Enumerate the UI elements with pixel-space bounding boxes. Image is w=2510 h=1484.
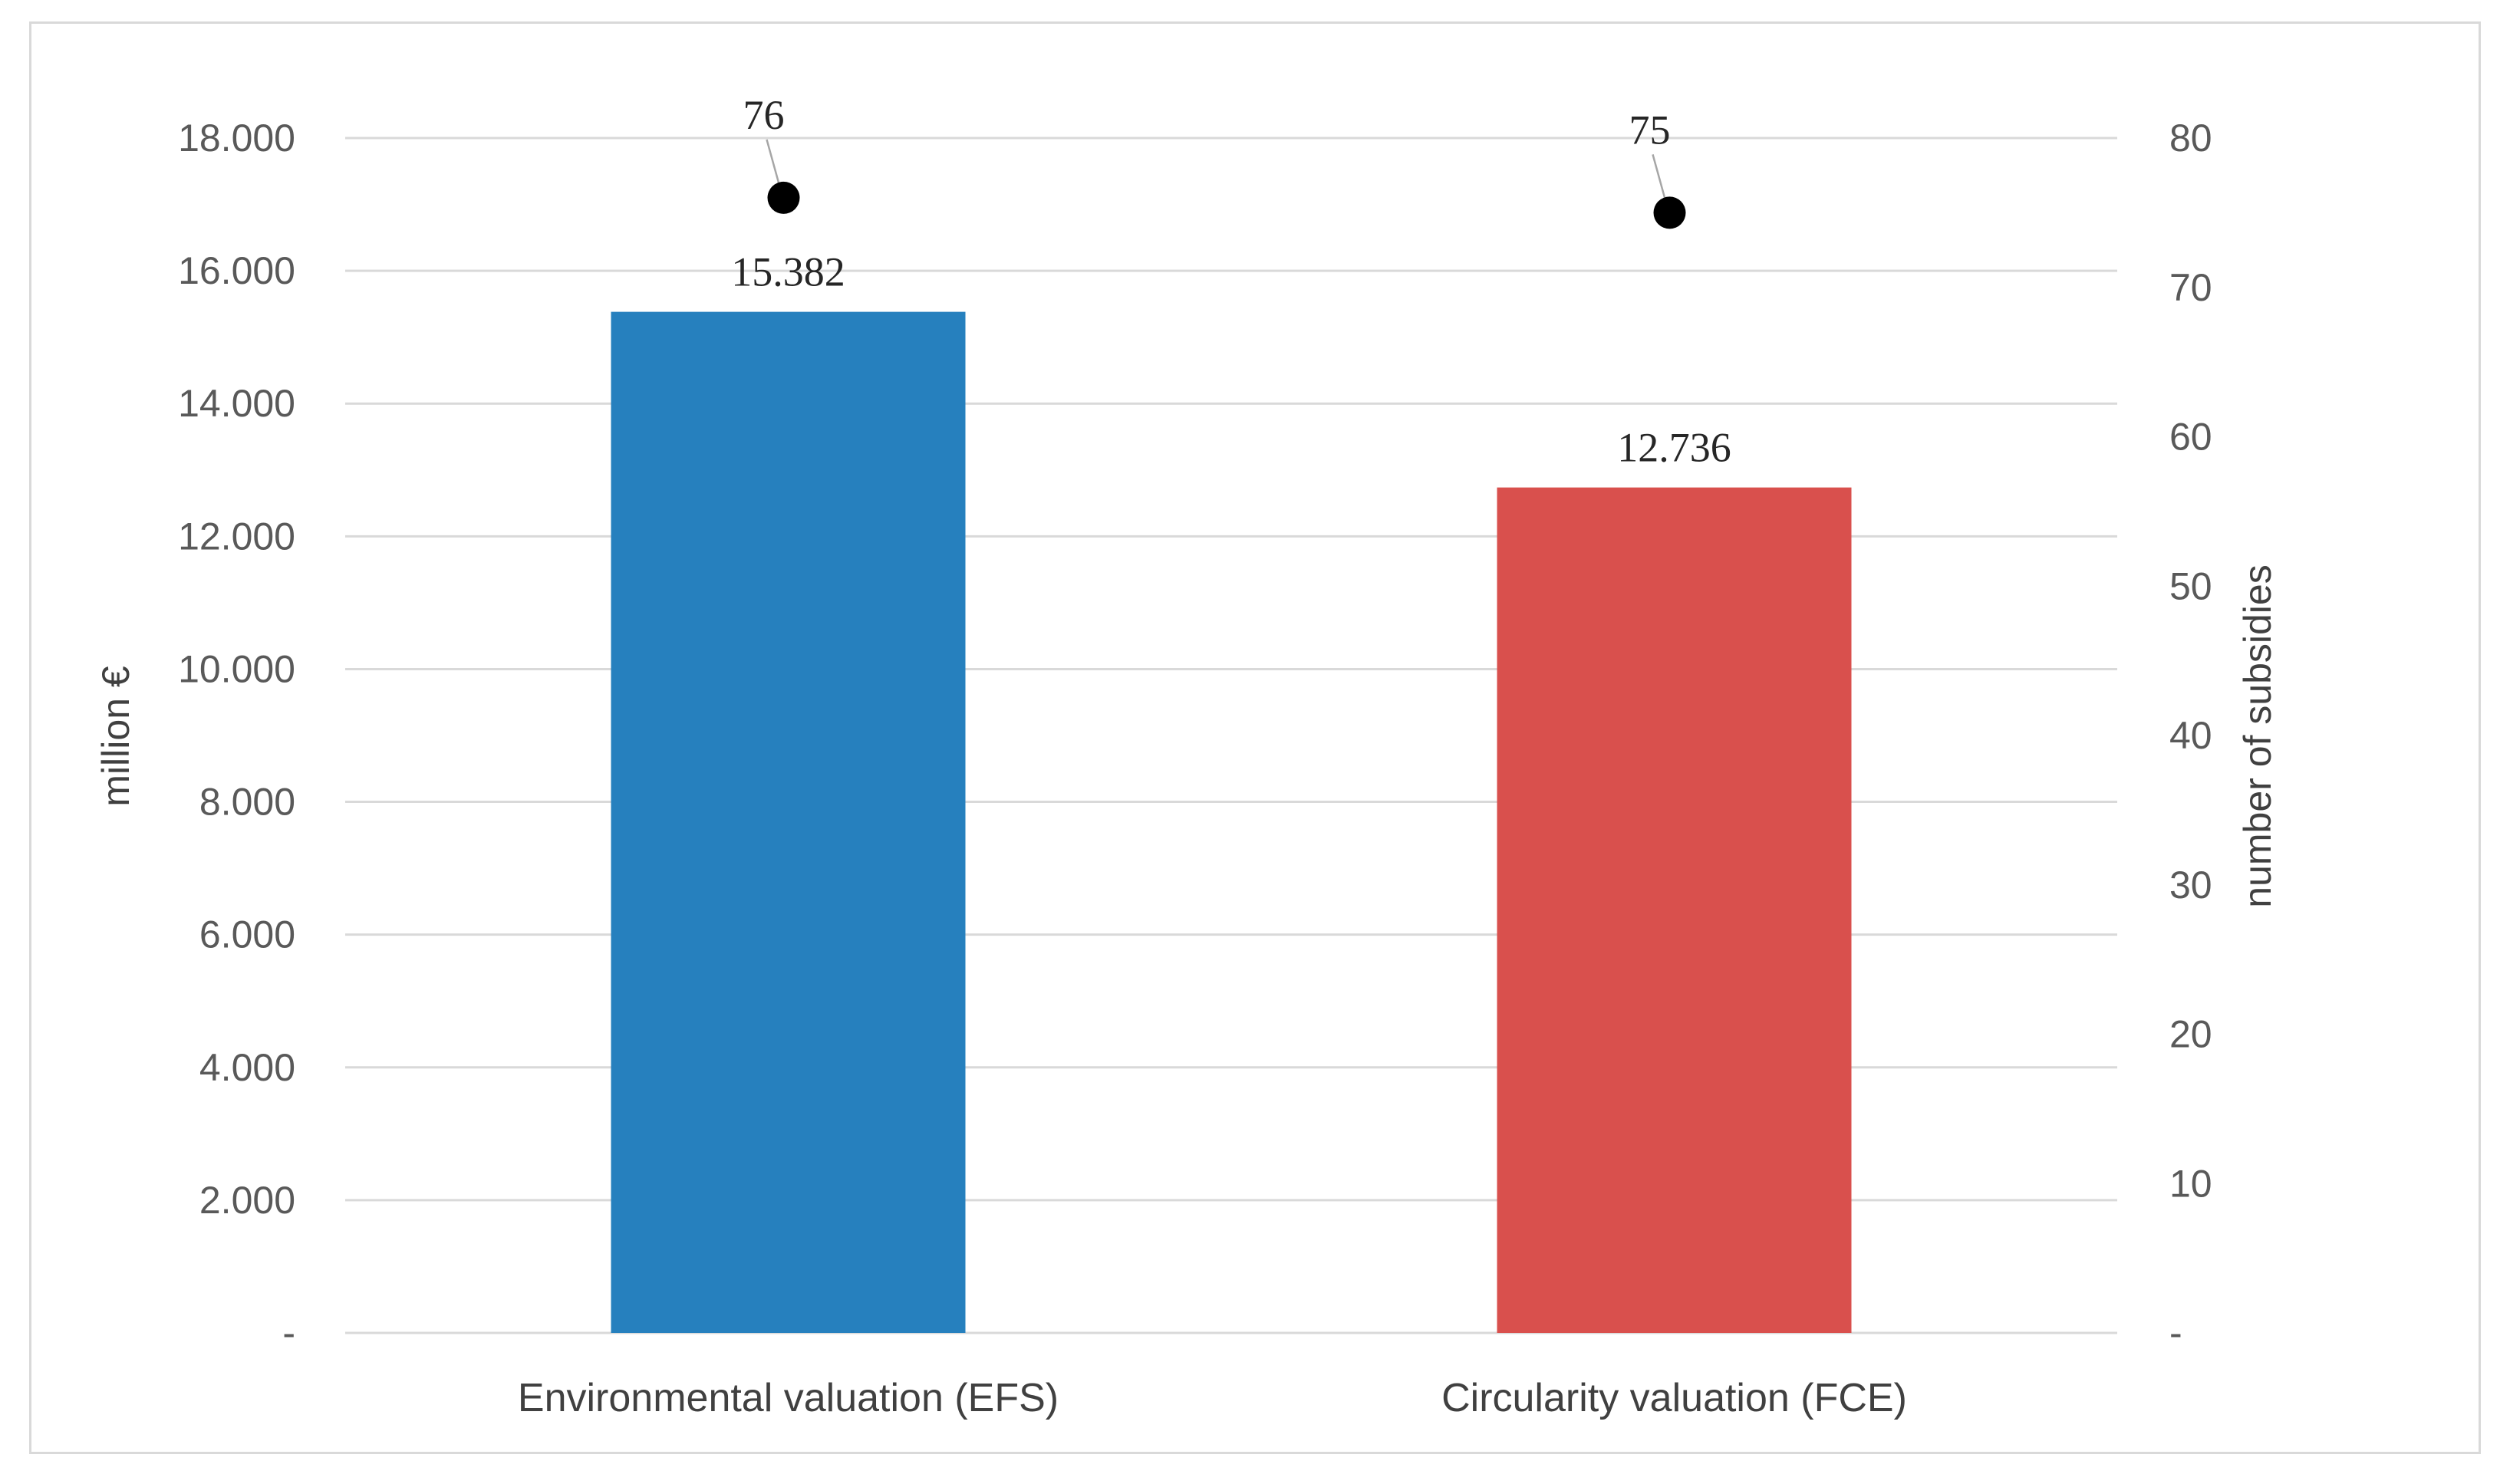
points bbox=[766, 139, 1686, 229]
y-tick-label: - bbox=[282, 1311, 295, 1354]
x-tick-label: Environmental valuation (EFS) bbox=[518, 1376, 1059, 1420]
y2-tick-label: 10 bbox=[2169, 1162, 2212, 1205]
y-tick-label: 4.000 bbox=[199, 1046, 295, 1089]
y-tick-label: 12.000 bbox=[178, 515, 295, 558]
y-tick-label: 14.000 bbox=[178, 382, 295, 425]
y-tick-label: 18.000 bbox=[178, 117, 295, 160]
bar bbox=[611, 311, 966, 1334]
y-axis-title: million € bbox=[94, 666, 137, 807]
y-tick-label: 10.000 bbox=[178, 647, 295, 690]
y2-axis-title: number of subsidies bbox=[2236, 564, 2279, 907]
bar-data-label: 12.736 bbox=[1617, 425, 1731, 471]
data-point bbox=[767, 181, 800, 214]
point-data-label: 76 bbox=[743, 92, 785, 138]
bars bbox=[611, 311, 1852, 1334]
y2-tick-label: 60 bbox=[2169, 416, 2212, 459]
y2-tick-label: 80 bbox=[2169, 117, 2212, 160]
labels: - 2.000 4.000 6.000 8.000 10.000 12.000 14.000 1… bbox=[178, 92, 2212, 1420]
leader-line bbox=[1652, 154, 1666, 199]
y2-tick-label: 20 bbox=[2169, 1013, 2212, 1056]
chart-frame bbox=[29, 21, 2481, 1454]
y2-tick-label: 30 bbox=[2169, 864, 2212, 907]
data-point bbox=[1653, 196, 1686, 229]
bar bbox=[1497, 487, 1852, 1333]
x-tick-label: Circularity valuation (FCE) bbox=[1441, 1376, 1907, 1420]
y2-tick-label: 40 bbox=[2169, 714, 2212, 757]
bar-data-label: 15.382 bbox=[731, 249, 845, 295]
y2-tick-label: 70 bbox=[2169, 266, 2212, 309]
y-tick-label: 16.000 bbox=[178, 249, 295, 292]
y-tick-label: 2.000 bbox=[199, 1179, 295, 1222]
y2-tick-label: - bbox=[2169, 1311, 2182, 1354]
leader-line bbox=[766, 139, 780, 185]
point-data-label: 75 bbox=[1629, 107, 1671, 153]
y-tick-label: 8.000 bbox=[199, 781, 295, 824]
y-tick-label: 6.000 bbox=[199, 913, 295, 956]
y2-tick-label: 50 bbox=[2169, 564, 2212, 607]
